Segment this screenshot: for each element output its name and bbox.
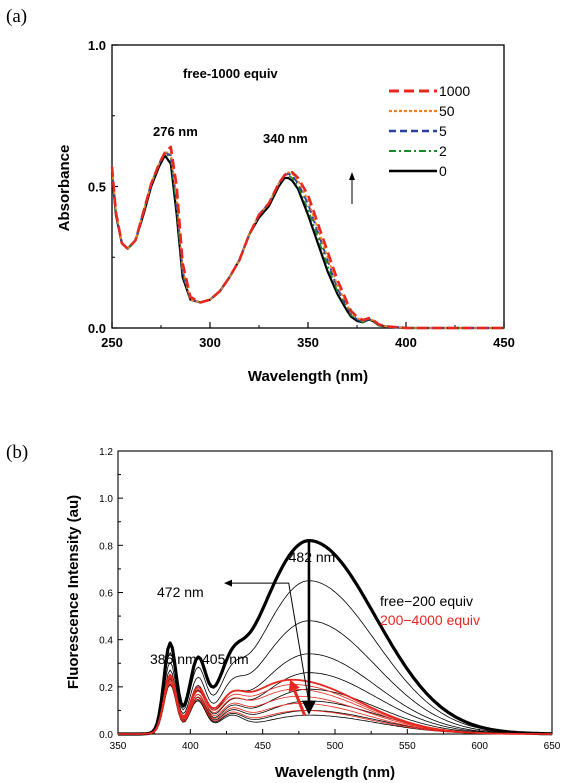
annotation-340nm: 340 nm — [263, 131, 308, 146]
annotation-405nm: 405 nm — [202, 651, 249, 667]
legend-label-0: 0 — [439, 163, 447, 179]
x-tick-label: 400 — [395, 335, 417, 350]
y-tick-label: 0.2 — [99, 683, 113, 694]
y-tick-label: 1.0 — [99, 494, 113, 505]
x-tick-label: 550 — [399, 741, 416, 752]
y-tick-label: 0.5 — [88, 180, 106, 195]
annotation-472nm: 472 nm — [157, 584, 204, 600]
x-tick-label: 250 — [101, 335, 123, 350]
y-axis-title-a: Absorbance — [56, 145, 73, 232]
increase-arrow — [349, 172, 355, 204]
x-tick-label: 450 — [254, 741, 271, 752]
x-tick-label: 650 — [544, 741, 561, 752]
x-axis-title-a: Wavelength (nm) — [248, 368, 368, 385]
emission-spectrum-black-0 — [118, 538, 553, 736]
fluorescence-chart: 350 400 450 500 550 600 650 0.0 0.2 0.4 0.6 0.8 1.0 1… — [65, 447, 561, 781]
annotation-472nm-leader — [232, 582, 310, 704]
emission-spectrum-black-2 — [118, 620, 553, 735]
x-tick-label: 400 — [182, 741, 199, 752]
y-tick-label: 0.4 — [99, 636, 113, 647]
legend-text-black: free−200 equiv — [380, 593, 473, 609]
decrease-arrow-head — [301, 700, 316, 715]
legend-label-5: 5 — [439, 123, 447, 139]
legend-a: 1000 50 5 2 0 — [389, 83, 470, 179]
red-increase-arrow-head — [288, 679, 300, 693]
absorbance-series-1000 — [110, 145, 504, 330]
annotation-482nm: 482 nm — [289, 549, 336, 565]
x-tick-label: 350 — [297, 335, 319, 350]
y-tick-label: 0.0 — [88, 321, 106, 336]
annotation-472nm-leader-head — [224, 579, 232, 587]
emission-spectrum-red-14 — [118, 673, 552, 735]
panel-a-label: (a) — [6, 6, 27, 27]
y-tick-label: 1.0 — [88, 38, 106, 53]
annotation-276nm: 276 nm — [153, 124, 198, 139]
annotation-386nm: 386 nm — [150, 651, 197, 667]
emission-spectrum-black-1 — [118, 580, 552, 735]
y-tick-label: 0.0 — [99, 730, 113, 741]
absorbance-series-0 — [110, 154, 504, 330]
y-axis-title-b: Fluorescence Intensity (au) — [65, 495, 82, 689]
x-tick-label: 600 — [471, 741, 488, 752]
red-increase-arrow-shaft — [292, 689, 307, 716]
x-tick-label: 500 — [327, 741, 344, 752]
y-tick-label: 0.6 — [99, 589, 113, 600]
x-axis-title-b: Wavelength (nm) — [275, 764, 395, 781]
x-tick-label: 300 — [199, 335, 221, 350]
y-tick-label: 1.2 — [99, 447, 113, 458]
legend-label-2: 2 — [439, 143, 447, 159]
legend-label-50: 50 — [439, 103, 455, 119]
legend-text-red: 200−4000 equiv — [380, 612, 480, 628]
x-tick-label: 350 — [110, 741, 127, 752]
panel-b-label: (b) — [6, 442, 28, 463]
arrow-head — [349, 172, 355, 180]
legend-label-1000: 1000 — [439, 83, 470, 99]
y-tick-label: 0.8 — [99, 541, 113, 552]
chart-a-title: free-1000 equiv — [183, 66, 278, 81]
x-tick-label: 450 — [493, 335, 515, 350]
